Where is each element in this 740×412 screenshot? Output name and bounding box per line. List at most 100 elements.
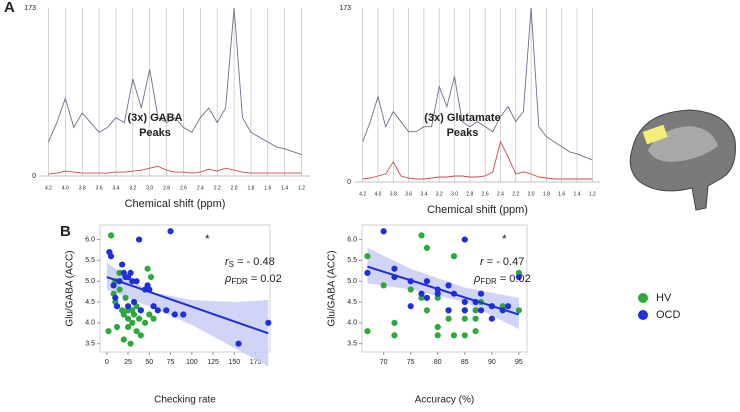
data-point: [445, 315, 452, 322]
x-tick-label: 1.2: [298, 185, 305, 191]
x-tick-label: 4.0: [62, 185, 69, 191]
data-point: [107, 232, 115, 239]
y-tick-label: 6.0: [85, 236, 95, 243]
x-tick-label: 3.4: [420, 191, 427, 197]
data-point: [418, 290, 425, 297]
x-tick-label: 2.0: [528, 191, 535, 197]
y-tick-label: 4.0: [347, 320, 357, 327]
panel-label: A: [4, 0, 15, 16]
data-point: [364, 328, 371, 335]
x-tick-label: 3.0: [146, 185, 153, 191]
x-tick-label: 2.6: [180, 185, 187, 191]
legend-marker: [638, 310, 648, 320]
confidence-band: [106, 262, 269, 367]
annotation: (3x) GABA: [127, 112, 182, 124]
data-point: [107, 253, 115, 260]
y-tick-label: 5.5: [85, 257, 95, 264]
data-point: [450, 332, 458, 339]
data-point: [461, 332, 468, 339]
data-point: [120, 336, 127, 343]
x-tick-label: 1.4: [281, 185, 288, 191]
panel-label: B: [60, 223, 71, 240]
x-tick-label: 1.4: [574, 191, 581, 197]
data-point: [461, 236, 468, 243]
stat-text: ρFDR = 0.02: [224, 273, 282, 286]
y-tick-label: 5.0: [347, 278, 357, 285]
stat-text: rS = - 0.48: [225, 256, 275, 269]
y-tick-label: 0: [32, 173, 36, 180]
x-axis-label: Accuracy (%): [415, 395, 474, 406]
data-point: [124, 303, 132, 310]
x-tick-label: 2.8: [466, 191, 473, 197]
x-tick-label: 1.2: [589, 191, 596, 197]
data-point: [391, 319, 398, 326]
x-tick-label: 90: [488, 359, 496, 366]
data-point: [461, 298, 468, 306]
data-point: [171, 311, 178, 318]
data-point: [180, 311, 187, 318]
x-tick-label: 3.8: [79, 185, 86, 191]
x-tick-label: 1.8: [247, 185, 254, 191]
x-tick-label: 2.0: [231, 185, 238, 191]
data-point: [461, 315, 468, 322]
stat-subscript: FDR: [231, 277, 248, 286]
data-point: [113, 303, 121, 310]
data-point: [130, 298, 138, 306]
stat-symbol: ρ: [473, 273, 480, 285]
y-tick-label: 173: [24, 5, 36, 12]
annotation: Peaks: [447, 127, 479, 139]
brain-image: [629, 109, 736, 211]
x-tick-label: 3.4: [112, 185, 119, 191]
y-tick-label: 6.0: [347, 236, 357, 243]
x-axis-label: Checking rate: [154, 395, 216, 406]
data-point: [423, 244, 431, 252]
data-point: [120, 311, 127, 318]
x-tick-label: 4.2: [359, 191, 366, 197]
x-tick-label: 2.2: [512, 191, 519, 197]
data-point: [122, 294, 129, 301]
data-point: [113, 323, 121, 331]
data-point: [147, 273, 155, 281]
data-point: [105, 328, 112, 335]
stat-symbol: r: [480, 256, 485, 268]
data-point: [434, 332, 441, 339]
data-point: [116, 286, 123, 293]
data-point: [150, 315, 157, 322]
stat-text: ρFDR = 0.02: [473, 273, 531, 286]
data-point: [133, 328, 140, 335]
x-tick-label: 80: [434, 359, 442, 366]
data-point: [407, 286, 414, 293]
x-tick-label: 2.4: [197, 185, 204, 191]
data-point: [137, 307, 144, 314]
x-tick-label: 70: [380, 359, 388, 366]
data-point: [235, 340, 242, 347]
data-point: [515, 307, 522, 314]
data-point: [450, 253, 458, 260]
x-tick-label: 2.8: [163, 185, 170, 191]
x-tick-label: 95: [515, 359, 523, 366]
data-point: [163, 307, 170, 314]
x-tick-label: 75: [407, 359, 415, 366]
x-tick-label: 3.2: [129, 185, 136, 191]
data-point: [130, 311, 138, 318]
data-point: [472, 315, 479, 322]
data-point: [137, 332, 144, 339]
data-point: [124, 323, 132, 331]
stat-value: = - 0.47: [484, 256, 525, 268]
data-point: [515, 273, 522, 281]
y-tick-label: 0: [347, 179, 351, 186]
significance-mark: *: [205, 232, 210, 246]
data-point: [110, 282, 117, 289]
x-tick-label: 75: [167, 359, 175, 366]
x-tick-label: 2.2: [214, 185, 221, 191]
x-tick-label: 3.6: [405, 191, 412, 197]
data-point: [150, 303, 157, 310]
x-tick-label: 85: [461, 359, 469, 366]
data-point: [423, 307, 431, 314]
data-point: [167, 228, 174, 235]
x-tick-label: 3.6: [96, 185, 103, 191]
spectrum-line: [47, 7, 302, 156]
y-tick-label: 5.5: [347, 257, 357, 264]
data-point: [477, 290, 485, 297]
